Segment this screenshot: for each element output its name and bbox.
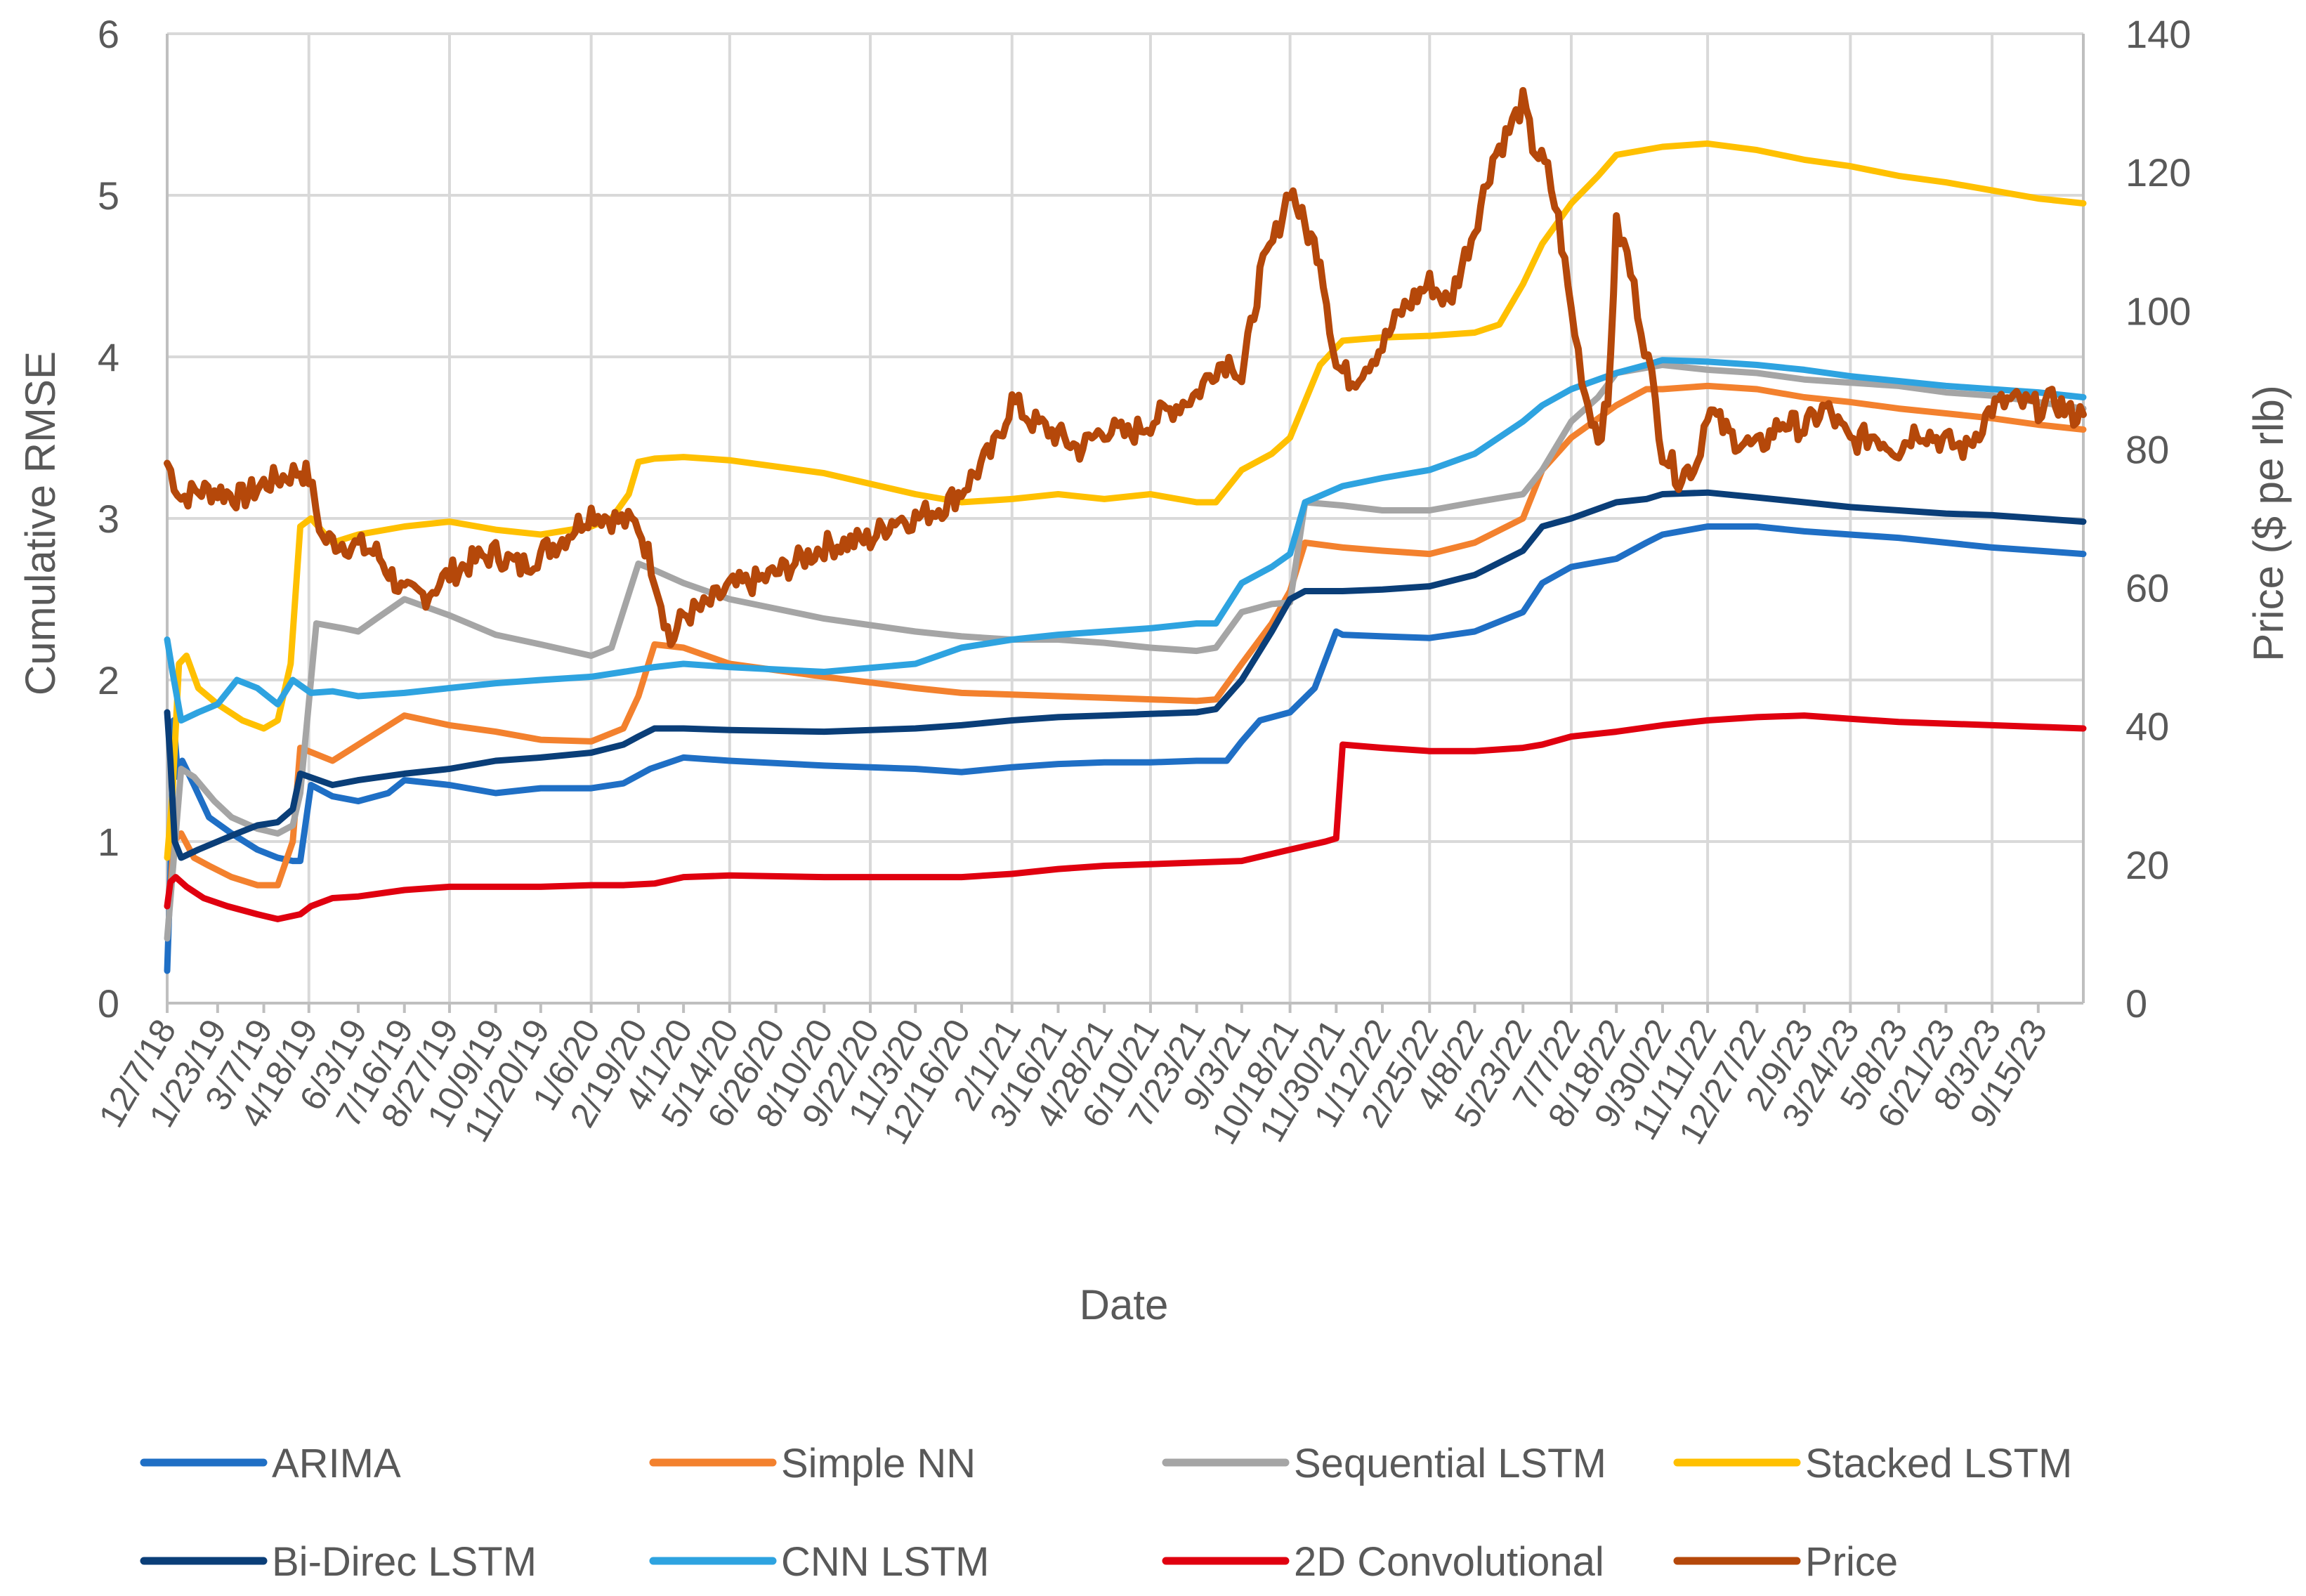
y-right-tick-label: 120 [2125, 150, 2191, 195]
y-left-tick-label: 0 [98, 981, 119, 1026]
series-line-stacked-lstm [164, 140, 2087, 861]
y-right-tick-label: 140 [2125, 12, 2191, 56]
y-right-tick-label: 0 [2125, 981, 2147, 1026]
gridlines [167, 32, 2083, 1005]
y-right-tick-label: 40 [2125, 705, 2169, 749]
y-axis-right-title: Price ($ pe rlb) [2245, 385, 2292, 661]
legend-label: ARIMA [272, 1441, 401, 1486]
legend-item-2d-convolutional: 2D Convolutional [1162, 1539, 1604, 1585]
series-lines [164, 86, 2087, 974]
series-line-price [164, 86, 2087, 648]
legend-item-stacked-lstm: Stacked LSTM [1673, 1441, 2072, 1486]
y-left-tick-label: 3 [98, 497, 119, 541]
y-left-tick-label: 1 [98, 820, 119, 864]
legend-label: Simple NN [781, 1441, 976, 1486]
series-line-cnn-lstm [164, 357, 2087, 724]
y-left-tick-label: 6 [98, 12, 119, 56]
legend-label: Sequential LSTM [1294, 1441, 1606, 1486]
x-axis-title: Date [1080, 1281, 1169, 1328]
legend-item-simple-nn: Simple NN [649, 1441, 976, 1486]
series-line-2d-convolutional [164, 712, 2087, 922]
legend: ARIMA Simple NN Sequential LSTM Stacked LST… [140, 1441, 2072, 1585]
y-left-tick-label: 5 [98, 174, 119, 218]
y-left-tick-label: 4 [98, 335, 119, 379]
y-left-tick-label: 2 [98, 658, 119, 702]
legend-label: Bi-Direc LSTM [272, 1539, 537, 1585]
legend-item-price: Price [1673, 1539, 1898, 1585]
legend-item-cnn-lstm: CNN LSTM [649, 1539, 989, 1585]
y-right-tick-label: 20 [2125, 843, 2169, 887]
y-right-tick-label: 100 [2125, 289, 2191, 333]
legend-item-sequential-lstm: Sequential LSTM [1162, 1441, 1606, 1486]
y-right-tick-label: 80 [2125, 427, 2169, 471]
series-line-bi-direc-lstm [164, 489, 2087, 861]
legend-label: Price [1805, 1539, 1898, 1585]
legend-label: 2D Convolutional [1294, 1539, 1604, 1585]
tick-labels: 012345602040608010012014012/7/181/23/193… [91, 12, 2192, 1151]
series-line-arima [164, 523, 2087, 974]
series-line-simple-nn [164, 382, 2087, 910]
legend-label: Stacked LSTM [1805, 1441, 2072, 1486]
y-right-tick-label: 60 [2125, 566, 2169, 610]
y-axis-left-title: Cumulative RMSE [17, 351, 64, 695]
series-line-sequential-lstm [164, 362, 2087, 942]
legend-item-bi-direc-lstm: Bi-Direc LSTM [140, 1539, 537, 1585]
legend-label: CNN LSTM [781, 1539, 989, 1585]
legend-item-arima: ARIMA [140, 1441, 401, 1486]
